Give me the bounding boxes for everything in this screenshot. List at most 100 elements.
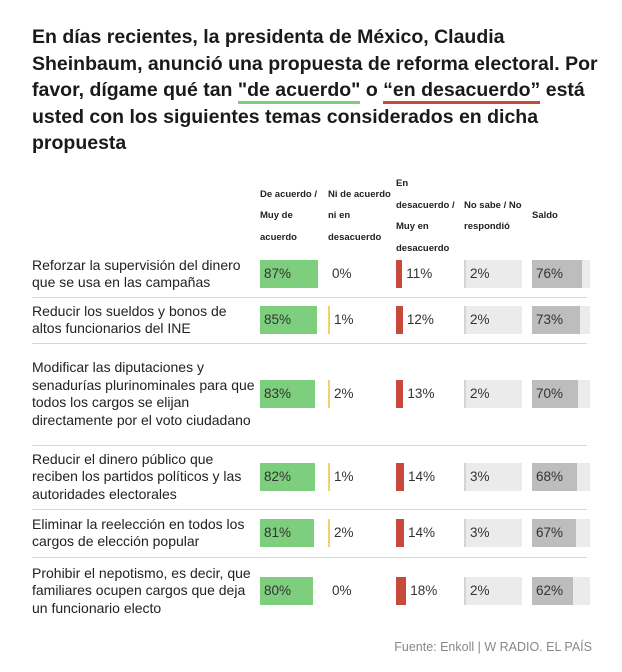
no-answer-cell: 2% [464, 380, 522, 408]
row-label: Eliminar la reelección en todos los carg… [32, 515, 245, 550]
value-label: 18% [410, 583, 438, 598]
value-bar [532, 519, 576, 547]
bar-track [464, 380, 522, 408]
value-label: 2% [470, 266, 490, 281]
row-label: Reforzar la supervisión del dinero que s… [32, 256, 241, 291]
value-label: 13% [407, 386, 435, 401]
saldo-cell: 67% [532, 519, 590, 547]
value-label: 0% [332, 583, 352, 598]
row-label: Reducir el dinero público que reciben lo… [32, 450, 242, 502]
value-bar [396, 577, 407, 605]
value-bar [396, 519, 404, 547]
value-bar [464, 519, 466, 547]
row-label: Prohibir el nepotismo, es decir, que fam… [32, 564, 251, 616]
header-saldo: Saldo [532, 210, 558, 222]
neutral-cell: 1% [328, 306, 386, 334]
value-bar [260, 306, 317, 334]
row-label: Reducir los sueldos y bonos de altos fun… [32, 302, 227, 337]
chart-title: En días recientes, la presidenta de Méxi… [32, 24, 612, 157]
no-answer-cell: 2% [464, 577, 522, 605]
title-text-1: En días recientes, la presidenta de Méxi… [32, 26, 598, 101]
value-bar [328, 306, 330, 334]
value-label: 83% [264, 386, 292, 401]
value-bar [328, 463, 330, 491]
value-bar [260, 463, 315, 491]
bar-track [464, 519, 522, 547]
bar-track [464, 306, 522, 334]
value-bar [532, 577, 573, 605]
value-bar [532, 306, 580, 334]
bar-track [464, 260, 522, 288]
disagree-cell: 13% [396, 380, 454, 408]
value-bar [464, 577, 466, 605]
row-divider [32, 343, 587, 344]
value-bar [396, 380, 404, 408]
header-disagree: En desacuerdo / Muy en desacuerdo [396, 178, 455, 254]
agree-cell: 80% [260, 577, 318, 605]
value-label: 87% [264, 266, 292, 281]
no-answer-cell: 3% [464, 519, 522, 547]
saldo-cell: 73% [532, 306, 590, 334]
source-note: Fuente: Enkoll | W RADIO. EL PAÍS [394, 640, 592, 654]
value-bar [396, 463, 404, 491]
neutral-cell: 1% [328, 463, 386, 491]
row-divider [32, 297, 587, 298]
saldo-cell: 62% [532, 577, 590, 605]
saldo-cell: 70% [532, 380, 590, 408]
row-divider [32, 509, 587, 510]
title-text-3: está usted con los siguientes temas cons… [32, 79, 585, 154]
value-bar [260, 577, 314, 605]
no-answer-cell: 3% [464, 463, 522, 491]
value-label: 2% [334, 386, 354, 401]
title-text-2: o [360, 79, 384, 101]
value-label: 14% [408, 525, 436, 540]
neutral-cell: 0% [328, 260, 386, 288]
value-label: 12% [406, 312, 434, 327]
bar-track [464, 463, 522, 491]
value-label: 81% [264, 525, 292, 540]
value-bar [328, 380, 330, 408]
value-label: 1% [334, 312, 354, 327]
value-bar [464, 306, 466, 334]
no-answer-cell: 2% [464, 260, 522, 288]
value-label: 80% [264, 583, 292, 598]
value-label: 2% [470, 386, 490, 401]
disagree-cell: 11% [396, 260, 454, 288]
value-bar [260, 260, 318, 288]
disagree-cell: 14% [396, 463, 454, 491]
value-label: 70% [536, 386, 564, 401]
row-divider [32, 557, 587, 558]
neutral-cell: 0% [328, 577, 386, 605]
value-bar [464, 463, 466, 491]
value-bar [464, 260, 466, 288]
header-neutral: Ni de acuerdo ni en desacuerdo [328, 188, 391, 243]
row-divider [32, 445, 587, 446]
value-label: 62% [536, 583, 564, 598]
value-bar [260, 519, 314, 547]
value-label: 2% [334, 525, 354, 540]
header-no-answer: No sabe / No respondió [464, 199, 522, 233]
value-label: 3% [470, 469, 490, 484]
value-bar [396, 260, 403, 288]
value-bar [260, 380, 316, 408]
value-bar [532, 260, 582, 288]
value-label: 0% [332, 266, 352, 281]
no-answer-cell: 2% [464, 306, 522, 334]
header-agree: De acuerdo / Muy de acuerdo [260, 188, 318, 243]
value-label: 67% [536, 525, 564, 540]
value-label: 14% [408, 469, 436, 484]
value-label: 1% [334, 469, 354, 484]
value-label: 68% [536, 469, 564, 484]
saldo-cell: 68% [532, 463, 590, 491]
bar-track [464, 577, 522, 605]
saldo-cell: 76% [532, 260, 590, 288]
value-label: 76% [536, 266, 564, 281]
value-bar [396, 306, 403, 334]
value-bar [532, 380, 578, 408]
agree-cell: 83% [260, 380, 318, 408]
title-agree-highlight: "de acuerdo" [237, 79, 361, 104]
value-bar [464, 380, 466, 408]
agree-cell: 87% [260, 260, 318, 288]
value-label: 3% [470, 525, 490, 540]
agree-cell: 85% [260, 306, 318, 334]
